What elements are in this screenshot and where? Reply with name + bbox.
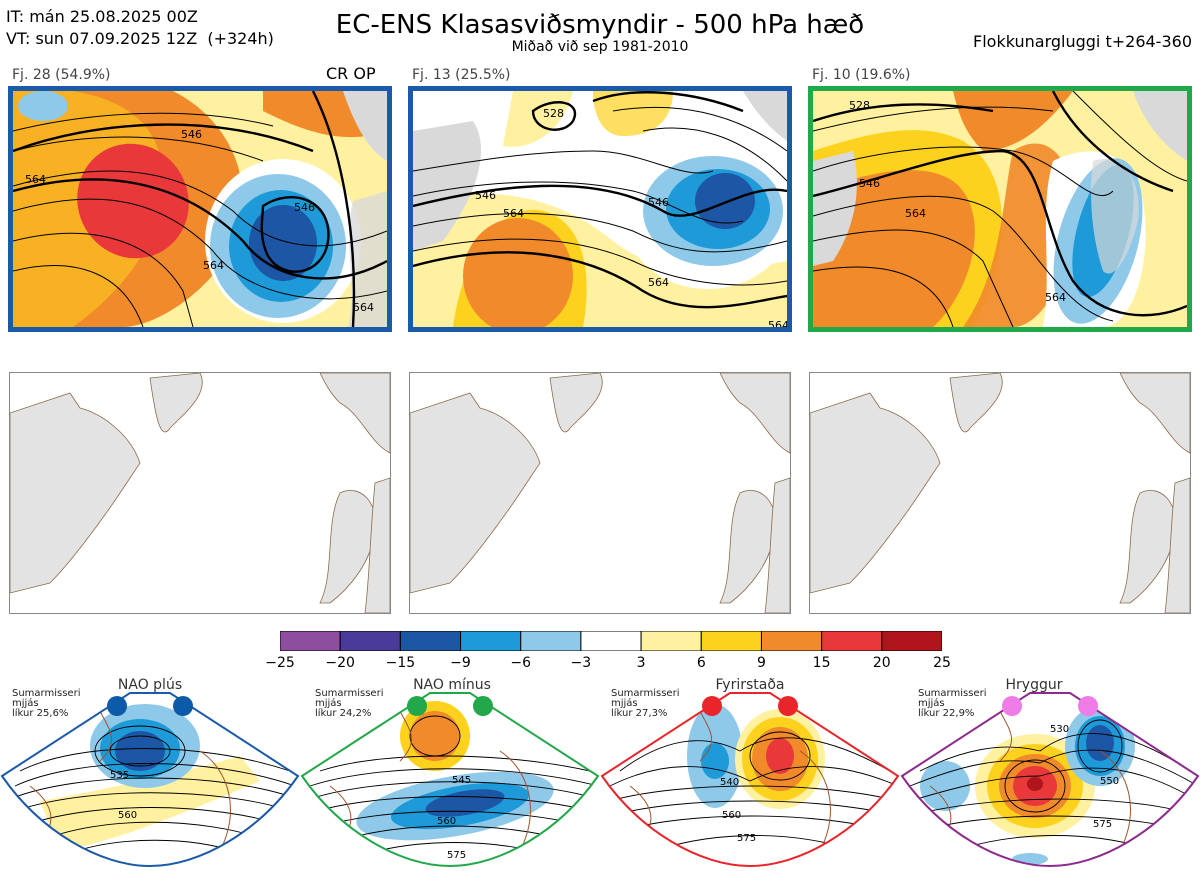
cluster-smoothing: mjjás: [918, 698, 945, 709]
cluster-season: Sumarmisseri: [611, 688, 680, 699]
colorbar-swatch: [700, 630, 762, 652]
empty-map-2: [409, 372, 791, 614]
cluster-3-name: Fyrirstaða: [715, 677, 785, 693]
colorbar-swatch: [279, 630, 341, 652]
colorbar-tick-label: −25: [265, 655, 295, 671]
cluster-season: Sumarmisseri: [12, 688, 81, 699]
colorbar-swatch: [821, 630, 883, 652]
classification-window: Flokkunargluggi t+264-360: [973, 32, 1192, 51]
colorbar-tick-label: 9: [757, 655, 766, 671]
contour-label: 528: [849, 99, 870, 112]
contour-label: 546: [181, 128, 202, 141]
colorbar: [279, 630, 943, 652]
contour-label: 546: [294, 201, 315, 214]
colorbar-swatch: [399, 630, 462, 652]
contour-label: 560: [437, 816, 456, 827]
contour-label: 575: [447, 850, 466, 861]
contour-label: 564: [203, 259, 224, 272]
cluster-1-fan: 535 560: [0, 692, 300, 868]
panel-2-label: Fj. 13 (25.5%): [412, 67, 511, 83]
map-2-svg: 528 546 564 546 564 564: [413, 91, 787, 327]
colorbar-tick-label: −15: [385, 655, 416, 671]
colorbar-swatch: [339, 630, 401, 652]
cluster-2-fan: 545 560 575: [300, 692, 600, 868]
valid-time: VT: sun 07.09.2025 12Z (+324h): [6, 29, 274, 48]
cluster-smoothing: mjjás: [12, 698, 39, 709]
contour-label: 546: [475, 189, 496, 202]
cluster-2-info: Sumarmisseri mjjás líkur 24,2%: [315, 689, 383, 719]
contour-label: 564: [503, 207, 524, 220]
contour-label: 564: [905, 207, 926, 220]
contour-label: 546: [648, 196, 669, 209]
cluster-season: Sumarmisseri: [918, 688, 987, 699]
header-info: IT: mán 25.08.2025 00Z VT: sun 07.09.202…: [6, 6, 274, 50]
colorbar-swatch: [640, 630, 702, 652]
colorbar-tick-label: −9: [450, 655, 471, 671]
contour-label: 564: [1045, 291, 1066, 304]
cluster-2-name: NAO mínus: [413, 677, 491, 693]
land-outline: [410, 373, 790, 613]
cluster-smoothing: mjjás: [611, 698, 638, 709]
empty-map-3: [809, 372, 1191, 614]
climate-clusters: Sumarmisseri mjjás líkur 25,6% NAO plús: [0, 676, 1200, 871]
contour-label: 528: [543, 107, 564, 120]
panel-1-tag: CR OP: [326, 64, 376, 83]
colorbar-swatch: [760, 630, 823, 652]
land-outline: [810, 373, 1190, 613]
cluster-probability: líkur 22,9%: [918, 708, 975, 719]
colorbar-tick-label: 6: [696, 655, 706, 671]
colorbar-tick-label: −6: [510, 655, 531, 671]
colorbar-ticks: −25 −20 −15 −9 −6 −3 3 6 9 15 20 25: [260, 655, 962, 675]
cluster-3-fan: 540 560 575: [600, 692, 900, 868]
page-subtitle: Miðað við sep 1981-2010: [511, 39, 689, 55]
colorbar-tick-label: 3: [636, 655, 646, 671]
colorbar-tick-label: −3: [570, 655, 592, 671]
cluster-season: Sumarmisseri: [315, 688, 384, 699]
cluster-probability: líkur 27,3%: [611, 708, 668, 719]
colorbar-tick-label: 25: [933, 655, 951, 671]
contour-label: 564: [25, 173, 46, 186]
cluster-map-3: 528 546 564 564: [808, 86, 1192, 332]
cluster-4-name: Hryggur: [1005, 677, 1063, 693]
cluster-smoothing: mjjás: [315, 698, 342, 709]
contour-label: 575: [737, 833, 756, 844]
contour-label: 560: [118, 810, 137, 821]
contour-label: 535: [110, 770, 129, 781]
cluster-probability: líkur 24,2%: [315, 708, 372, 719]
contour-label: 550: [1100, 776, 1119, 787]
contour-label: 560: [722, 810, 741, 821]
panel-3-label: Fj. 10 (19.6%): [812, 67, 911, 83]
colorbar-tick-label: −20: [325, 655, 355, 671]
colorbar-swatch: [881, 630, 943, 652]
initial-time: IT: mán 25.08.2025 00Z: [6, 7, 198, 26]
contour-label: 540: [720, 777, 739, 788]
contour-label: 564: [768, 319, 787, 327]
cluster-4-fan: 530 550 575: [900, 692, 1200, 868]
cluster-1-info: Sumarmisseri mjjás líkur 25,6%: [12, 689, 80, 719]
cluster-probability: líkur 25,6%: [12, 708, 69, 719]
colorbar-svg: [279, 630, 943, 652]
contour-label: 564: [648, 276, 669, 289]
land-outline: [10, 373, 390, 613]
page-title: EC-ENS Klasasviðsmyndir - 500 hPa hæð: [335, 10, 865, 40]
colorbar-swatch: [520, 630, 582, 652]
map-1-svg: 546 564 546 564 564: [13, 91, 387, 327]
colorbar-tick-label: 20: [872, 655, 891, 671]
cluster-map-2: 528 546 564 546 564 564: [408, 86, 792, 332]
colorbar-swatch: [460, 630, 522, 652]
cluster-4-info: Sumarmisseri mjjás líkur 22,9%: [918, 689, 986, 719]
contour-label: 545: [452, 775, 471, 786]
contour-label: 564: [353, 301, 374, 314]
cluster-map-1: 546 564 546 564 564: [8, 86, 392, 332]
contour-label: 530: [1050, 724, 1069, 735]
contour-label: 546: [859, 177, 880, 190]
panel-1-label: Fj. 28 (54.9%): [12, 67, 111, 83]
cluster-3-info: Sumarmisseri mjjás líkur 27,3%: [611, 689, 679, 719]
cluster-1-name: NAO plús: [117, 677, 183, 693]
contour-label: 575: [1093, 819, 1112, 830]
map-3-svg: 528 546 564 564: [813, 91, 1187, 327]
empty-map-1: [9, 372, 391, 614]
colorbar-tick-label: 15: [812, 655, 831, 671]
colorbar-swatch: [580, 630, 642, 652]
